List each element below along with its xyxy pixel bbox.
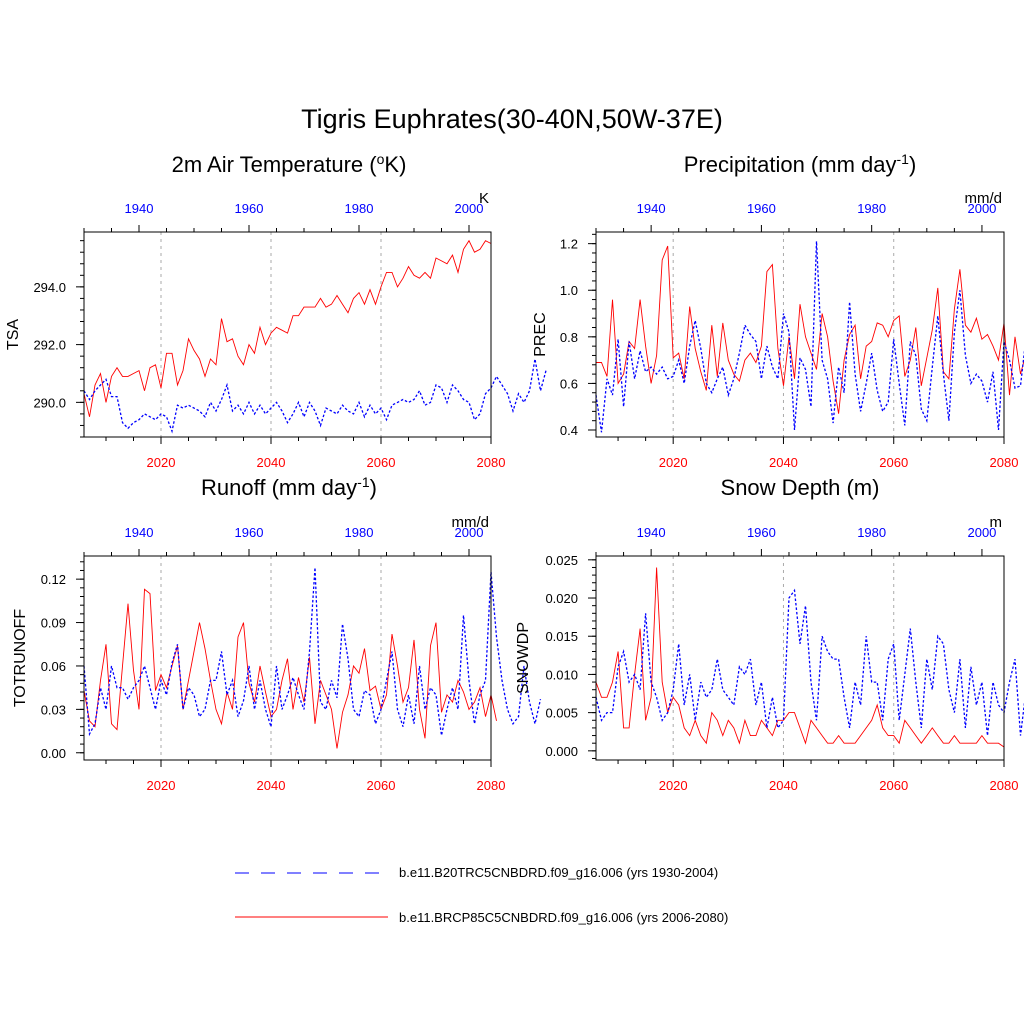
tsa-ytick-label: 290.0 (33, 395, 66, 410)
runoff-xtick-label-bottom: 2060 (367, 778, 396, 793)
prec-ylabel: PREC (532, 312, 549, 356)
snowdp-xtick-label-bottom: 2020 (659, 778, 688, 793)
tsa-xtick-label-top: 2000 (455, 201, 484, 216)
tsa-xtick-label-bottom: 2060 (367, 455, 396, 470)
tsa-xtick-label-top: 1940 (125, 201, 154, 216)
runoff-units: mm/d (452, 514, 490, 531)
prec-series-historical (595, 241, 1024, 433)
tsa-ylabel: TSA (5, 319, 22, 350)
runoff-xtick-label-bottom: 2080 (477, 778, 506, 793)
prec-xtick-label-bottom: 2080 (990, 455, 1019, 470)
snowdp-units: m (990, 514, 1003, 531)
prec-ytick-label: 0.8 (560, 330, 578, 345)
snowdp-ytick-label: 0.015 (545, 629, 578, 644)
tsa-xtick-label-bottom: 2020 (147, 455, 176, 470)
prec-xtick-label-bottom: 2040 (769, 455, 798, 470)
runoff-frame (83, 555, 492, 761)
snowdp-ytick-label: 0.000 (545, 744, 578, 759)
tsa-series-future (83, 239, 492, 417)
prec-title-tail: ) (909, 152, 916, 177)
tsa-series-historical (83, 358, 547, 434)
tsa-title: 2m Air Temperature (oK) (172, 151, 407, 177)
panel-prec: Precipitation (mm day-1) mm/d 2020 2040 2060… (532, 151, 1024, 470)
prec-xtick-label-bottom: 2060 (879, 455, 908, 470)
snowdp-xtick-label-bottom: 2040 (769, 778, 798, 793)
tsa-ytick-label: 294.0 (33, 280, 66, 295)
runoff-ytick-label: 0.03 (41, 702, 66, 717)
snowdp-ytick-label: 0.025 (545, 553, 578, 568)
tsa-xtick-label-bottom: 2040 (257, 455, 286, 470)
runoff-series-historical (83, 567, 542, 737)
runoff-ytick-label: 0.00 (41, 746, 66, 761)
prec-frame (595, 231, 1005, 438)
runoff-ylabel: TOTRUNOFF (12, 609, 29, 708)
prec-title-sup: -1 (896, 151, 909, 167)
snowdp-frame (595, 555, 1005, 761)
snowdp-series-historical (595, 588, 1024, 736)
snowdp-xtick-label-bottom: 2060 (879, 778, 908, 793)
panels: 2m Air Temperature (oK) K 2020 2040 2060 2080… (5, 151, 1024, 793)
snowdp-ytick-label: 0.010 (545, 667, 578, 682)
runoff-xtick-label-top: 2000 (455, 525, 484, 540)
snowdp-ytick-label: 0.020 (545, 591, 578, 606)
snowdp-xtick-label-bottom: 2080 (990, 778, 1019, 793)
prec-title: Precipitation (mm day-1) (684, 151, 917, 177)
prec-xtick-label-top: 1980 (857, 201, 886, 216)
prec-xtick-label-top: 1960 (747, 201, 776, 216)
runoff-ytick-label: 0.12 (41, 572, 66, 587)
snowdp-ylabel: SNOWDP (515, 622, 532, 694)
panel-tsa: 2m Air Temperature (oK) K 2020 2040 2060 2080… (5, 151, 547, 470)
snowdp-ytick-label: 0.005 (545, 706, 578, 721)
prec-ytick-label: 0.6 (560, 376, 578, 391)
panel-snowdp: Snow Depth (m) m 2020 2040 2060 2080 1940 1960 1… (515, 475, 1024, 793)
main-title: Tigris Euphrates(30-40N,50W-37E) (301, 104, 723, 134)
prec-xtick-label-top: 2000 (967, 201, 996, 216)
runoff-title-tail: ) (370, 475, 377, 500)
snowdp-title-main: Snow Depth (m) (721, 475, 880, 500)
runoff-title-sup: -1 (357, 474, 370, 490)
runoff-xtick-label-top: 1960 (235, 525, 264, 540)
tsa-units: K (479, 190, 489, 207)
snowdp-series-future (595, 567, 1005, 748)
tsa-ytick-label: 292.0 (33, 338, 66, 353)
tsa-xtick-label-top: 1960 (235, 201, 264, 216)
runoff-xtick-label-top: 1980 (345, 525, 374, 540)
tsa-xtick-label-bottom: 2080 (477, 455, 506, 470)
snowdp-xtick-label-top: 1980 (857, 525, 886, 540)
legend-label-historical: b.e11.B20TRC5CNBDRD.f09_g16.006 (yrs 193… (399, 865, 718, 880)
prec-units: mm/d (965, 190, 1003, 207)
tsa-title-sup: o (377, 151, 385, 167)
runoff-ytick-label: 0.09 (41, 616, 66, 631)
runoff-title: Runoff (mm day-1) (201, 474, 377, 500)
legend-label-future: b.e11.BRCP85C5CNBDRD.f09_g16.006 (yrs 20… (399, 910, 728, 925)
runoff-title-main: Runoff (mm day (201, 475, 357, 500)
snowdp-xtick-label-top: 2000 (967, 525, 996, 540)
snowdp-xtick-label-top: 1960 (747, 525, 776, 540)
tsa-title-main: 2m Air Temperature ( (172, 152, 378, 177)
tsa-frame (83, 231, 492, 438)
snowdp-title: Snow Depth (m) (721, 475, 880, 500)
prec-title-main: Precipitation (mm day (684, 152, 897, 177)
runoff-ytick-label: 0.06 (41, 659, 66, 674)
prec-xtick-label-top: 1940 (637, 201, 666, 216)
tsa-title-tail: K) (384, 152, 406, 177)
panel-runoff: Runoff (mm day-1) mm/d 2020 2040 2060 2080 194… (12, 474, 542, 793)
runoff-xtick-label-bottom: 2020 (147, 778, 176, 793)
prec-xtick-label-bottom: 2020 (659, 455, 688, 470)
legend: b.e11.B20TRC5CNBDRD.f09_g16.006 (yrs 193… (235, 865, 728, 925)
prec-ytick-label: 1.0 (560, 283, 578, 298)
runoff-xtick-label-bottom: 2040 (257, 778, 286, 793)
tsa-xtick-label-top: 1980 (345, 201, 374, 216)
prec-series-future (596, 245, 1024, 414)
prec-ytick-label: 1.2 (560, 237, 578, 252)
snowdp-xtick-label-top: 1940 (637, 525, 666, 540)
prec-ytick-label: 0.4 (560, 423, 578, 438)
runoff-xtick-label-top: 1940 (125, 525, 154, 540)
